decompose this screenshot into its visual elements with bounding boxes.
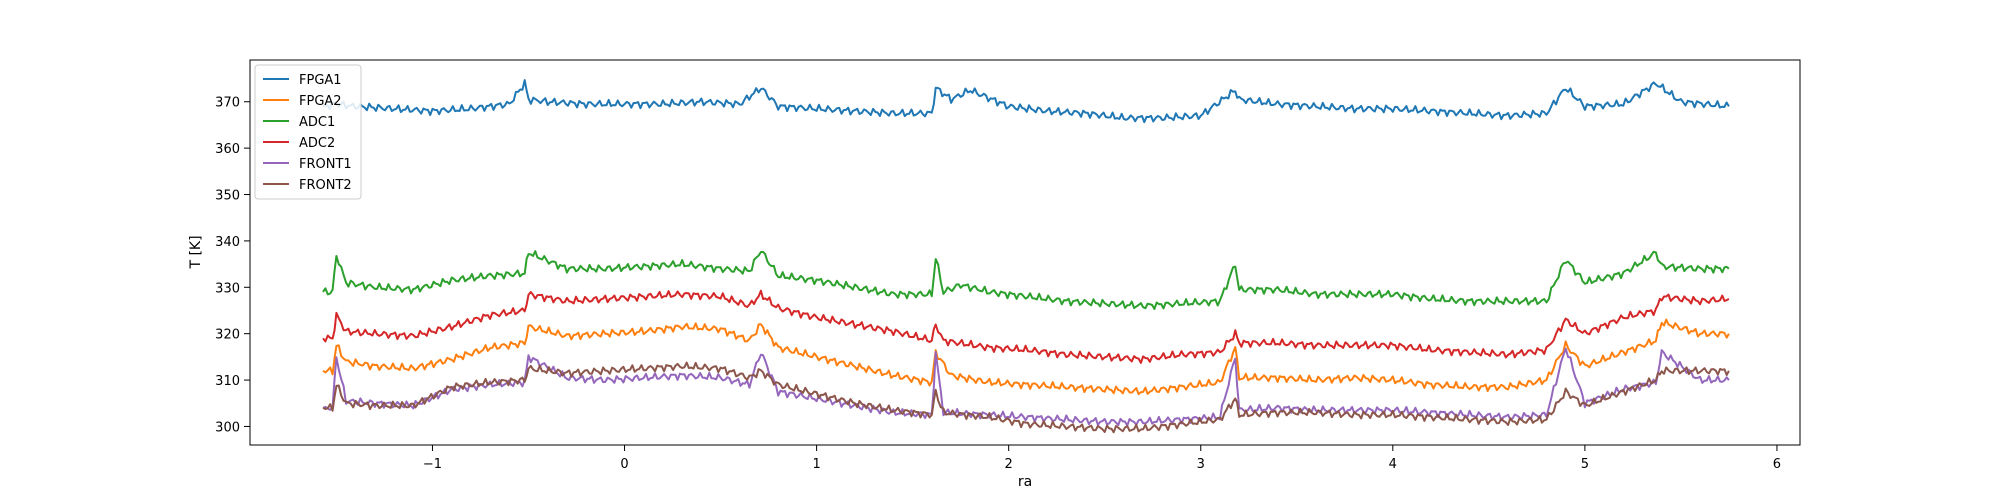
y-axis-label: T [K] [188, 235, 204, 269]
y-tick-label: 310 [215, 374, 240, 389]
y-tick-label: 350 [215, 189, 240, 204]
x-tick-label: 6 [1773, 457, 1781, 472]
series-layer [322, 79, 1730, 434]
y-tick-label: 360 [215, 142, 240, 157]
y-tick-label: 330 [215, 281, 240, 296]
x-tick-label: −1 [423, 457, 442, 472]
series-line-front1 [322, 347, 1730, 427]
plot-frame [249, 59, 1801, 446]
legend-label-front1: FRONT1 [299, 157, 352, 172]
y-tick-label: 300 [215, 420, 240, 435]
x-axis-ticks: −1 0 1 2 3 4 5 6 [423, 445, 1781, 472]
legend-label-fpga2: FPGA2 [299, 94, 342, 109]
series-line-adc2 [322, 289, 1730, 364]
x-axis-label: ra [1018, 474, 1032, 490]
x-tick-label: 0 [620, 457, 628, 472]
series-line-fpga1 [322, 79, 1730, 124]
x-tick-label: 4 [1389, 457, 1397, 472]
series-line-adc1 [322, 250, 1730, 310]
x-tick-label: 5 [1581, 457, 1589, 472]
y-tick-label: 320 [215, 328, 240, 343]
y-tick-label: 370 [215, 96, 240, 111]
x-tick-label: 1 [812, 457, 820, 472]
x-tick-label: 2 [1005, 457, 1013, 472]
legend-label-adc2: ADC2 [299, 136, 335, 151]
y-tick-label: 340 [215, 235, 240, 250]
legend-box [254, 64, 362, 200]
y-axis-ticks: 300 310 320 330 340 350 360 370 [215, 96, 250, 435]
legend-label-fpga1: FPGA1 [299, 73, 342, 88]
legend-label-adc1: ADC1 [299, 115, 335, 130]
legend-label-front2: FRONT2 [299, 178, 352, 193]
x-tick-label: 3 [1197, 457, 1205, 472]
series-line-fpga2 [322, 318, 1730, 396]
legend: FPGA1 FPGA2 ADC1 ADC2 FRONT1 FRONT2 [254, 64, 362, 200]
series-line-front2 [322, 361, 1730, 434]
